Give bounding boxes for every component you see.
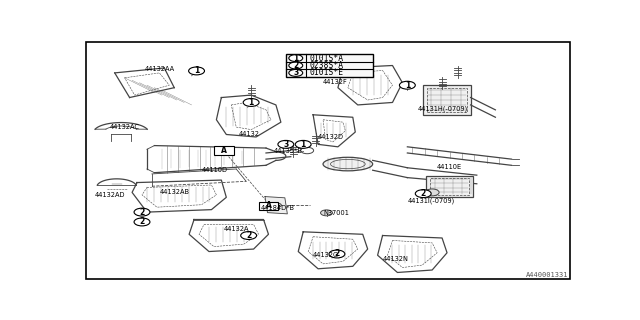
Text: 44132F: 44132F [323, 78, 348, 84]
Text: 0101S*E: 0101S*E [309, 68, 343, 77]
Text: 44132G: 44132G [313, 252, 339, 258]
Circle shape [352, 61, 368, 69]
Circle shape [273, 203, 282, 207]
Text: 44132AB: 44132AB [159, 189, 189, 196]
Text: 44132AA: 44132AA [145, 66, 175, 72]
Text: 44110E: 44110E [437, 164, 462, 170]
Text: 1: 1 [404, 81, 410, 90]
Text: 44132AC: 44132AC [110, 124, 140, 130]
Text: 1: 1 [293, 54, 298, 63]
Text: 2: 2 [246, 231, 252, 240]
Bar [428, 88, 467, 112]
Text: 44131H(-0709): 44131H(-0709) [417, 105, 468, 112]
Circle shape [134, 218, 150, 226]
Text: 2: 2 [293, 61, 298, 70]
Text: 44132A: 44132A [224, 226, 250, 232]
Text: 44135*B-: 44135*B- [273, 148, 305, 154]
Circle shape [399, 81, 415, 89]
Circle shape [134, 208, 150, 216]
Circle shape [289, 55, 303, 61]
Text: 2: 2 [420, 189, 426, 198]
Text: 3: 3 [284, 140, 289, 149]
Circle shape [289, 62, 303, 69]
Text: 2: 2 [140, 208, 145, 217]
Text: 44132: 44132 [239, 132, 260, 138]
Polygon shape [265, 196, 287, 214]
Bar [286, 54, 372, 76]
Circle shape [415, 190, 431, 197]
Circle shape [425, 189, 439, 196]
Text: A: A [266, 202, 271, 211]
Circle shape [329, 250, 345, 258]
Ellipse shape [323, 157, 372, 171]
Circle shape [241, 232, 257, 239]
Circle shape [189, 67, 205, 75]
Text: 0101S*A: 0101S*A [309, 54, 343, 63]
Circle shape [278, 140, 294, 148]
Bar [426, 176, 473, 197]
Text: 44132AD: 44132AD [95, 192, 125, 198]
Text: 1: 1 [358, 61, 363, 70]
Text: 1: 1 [248, 98, 253, 107]
Bar [424, 85, 470, 115]
Circle shape [321, 210, 332, 216]
Text: 44131I(-0709): 44131I(-0709) [408, 198, 454, 204]
FancyBboxPatch shape [259, 202, 278, 210]
Text: 44132D: 44132D [318, 134, 344, 140]
Text: 1: 1 [301, 140, 306, 149]
Text: 44184D*B: 44184D*B [261, 205, 295, 212]
FancyBboxPatch shape [214, 147, 234, 155]
Circle shape [295, 140, 311, 148]
Text: 44110D: 44110D [202, 167, 228, 173]
Circle shape [301, 147, 314, 154]
Text: A: A [221, 146, 227, 155]
Text: 44132N: 44132N [383, 256, 408, 262]
Text: 3: 3 [293, 68, 298, 77]
Text: 2: 2 [334, 250, 340, 259]
Bar [430, 178, 469, 195]
Text: 2: 2 [140, 218, 145, 227]
Text: N37001: N37001 [323, 210, 349, 216]
Circle shape [289, 69, 303, 76]
Text: A440001331: A440001331 [526, 272, 568, 278]
Text: 0238S*A: 0238S*A [309, 61, 343, 70]
Circle shape [243, 99, 259, 107]
Text: 1: 1 [194, 67, 199, 76]
